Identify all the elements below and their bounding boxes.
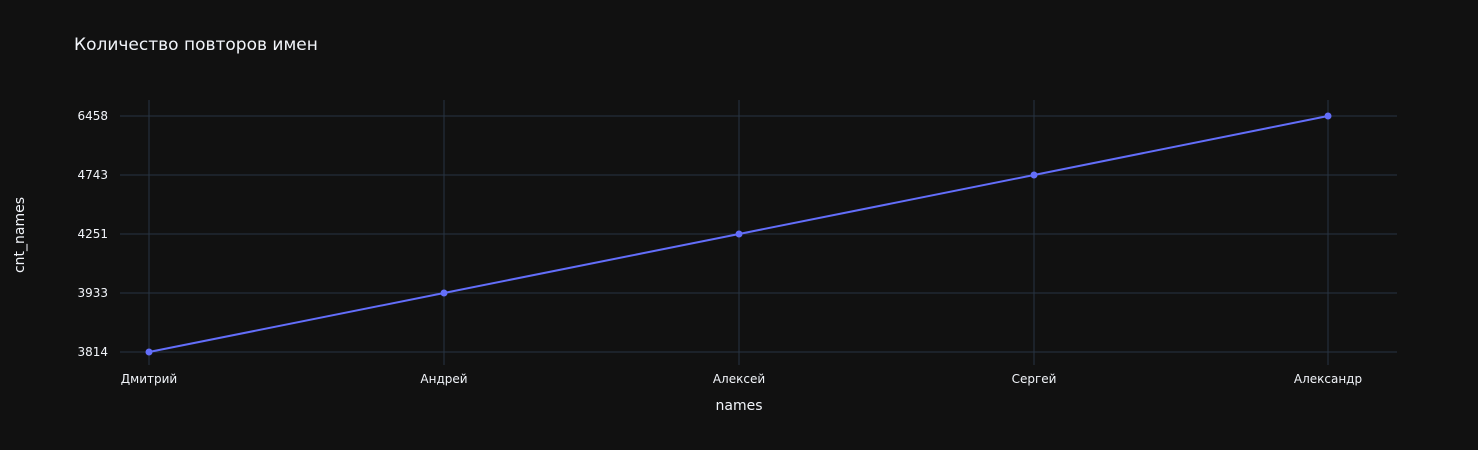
x-tick-label: Сергей (1012, 372, 1057, 386)
y-tick-label: 3933 (77, 286, 108, 300)
markers (145, 112, 1332, 356)
y-tick-label: 4251 (77, 227, 108, 241)
y-tick-label: 6458 (77, 109, 108, 123)
data-point (440, 289, 448, 297)
data-point (145, 348, 153, 356)
x-axis-title: names (716, 398, 763, 414)
data-point (1324, 112, 1332, 120)
x-tick-label: Алексей (713, 372, 765, 386)
y-tick-label: 4743 (77, 168, 108, 182)
data-point (1030, 171, 1038, 179)
chart-title: Количество повторов имен (74, 35, 318, 55)
x-tick-label: Андрей (420, 372, 467, 386)
data-point (735, 230, 743, 238)
x-tick-label: Дмитрий (121, 372, 177, 386)
y-axis-title: cnt_names (12, 197, 28, 273)
grid (120, 100, 1397, 365)
x-tick-label: Александр (1294, 372, 1362, 386)
y-tick-label: 3814 (77, 345, 108, 359)
tick-labels: Дмитрий Андрей Алексей Сергей Александр 3814 3… (77, 109, 1362, 386)
